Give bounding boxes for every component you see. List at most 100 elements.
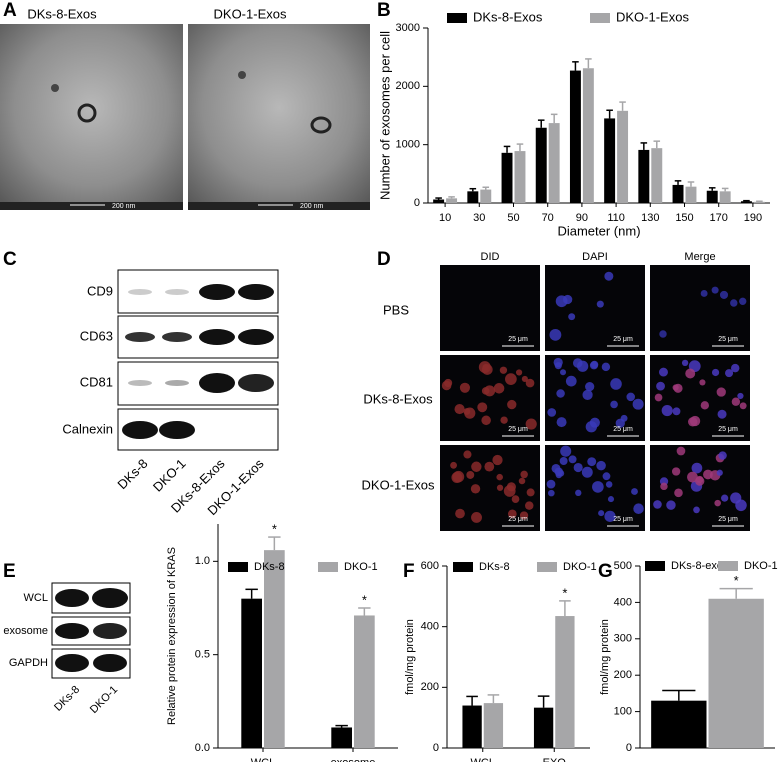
cell [507,509,517,519]
bar [514,151,526,203]
cell [481,387,490,395]
lane-label: DKs-8 [52,684,82,714]
y-axis-title: fmol/mg protein [404,619,416,695]
bar [708,598,764,748]
lane-label: DKO-1 [88,684,120,716]
band [165,289,189,295]
bar [617,110,629,203]
band [238,329,274,345]
bar [685,186,697,203]
cell [693,506,700,514]
cell [672,384,679,391]
cell [730,492,742,504]
cell [676,446,686,456]
cell [631,488,638,495]
cell [731,363,740,373]
y-tick-label: 0 [414,197,420,209]
significance-mark: * [734,573,739,588]
cell [699,379,706,386]
scale-label: 25 μm [613,336,633,343]
cell [737,392,744,400]
panel-label: E [3,561,16,582]
cell [718,451,727,460]
legend-label: DKO-1 [344,561,378,573]
cell [585,382,595,392]
cell [626,392,635,402]
fluorescence-image [440,265,540,351]
x-tick-label: 170 [710,212,728,224]
bar [483,703,504,748]
cell [568,313,576,321]
row-label: PBS [383,302,409,317]
cell [660,482,668,491]
x-tick-label: WCL [251,757,275,762]
significance-mark: * [272,522,277,537]
cell [511,495,520,503]
cell [471,461,482,472]
legend-swatch [590,13,610,23]
scale-label: 200 nm [300,203,324,210]
cell [452,470,465,483]
cell [507,399,517,410]
cell [572,358,583,368]
cell [610,378,622,390]
scale-label: 25 μm [718,336,738,343]
cell [568,455,577,464]
bar [555,616,575,748]
fluorescence-image [545,265,645,351]
column-label: Merge [684,251,715,263]
cell [582,389,593,400]
micrograph [0,24,183,210]
row-label: WCL [24,592,48,604]
bar [535,127,547,203]
band [55,623,89,639]
x-tick-label: 30 [473,212,485,224]
y-axis-title: fmol/mg protein [599,619,611,695]
legend-swatch [718,561,738,571]
cell [548,489,555,497]
y-axis-title: Relative protein expression of KRAS [166,547,178,725]
y-tick-label: 600 [421,560,439,572]
cell [731,397,741,406]
cell [605,481,613,488]
x-tick-label: 90 [576,212,588,224]
cell [721,494,729,502]
scale-label: 25 μm [613,516,633,523]
cell [549,328,562,341]
cell [592,481,604,493]
band [159,421,195,439]
x-tick-label: WCL [471,757,495,762]
cell [730,299,738,307]
legend-label: DKO-1-Exos [616,9,689,24]
row-label: Calnexin [62,421,113,436]
y-tick-label: 0.5 [195,649,210,661]
cell [604,510,616,522]
cell [703,469,713,480]
y-tick-label: 400 [614,596,632,608]
cell [653,500,662,509]
y-tick-label: 100 [614,706,632,718]
micrograph [188,24,370,210]
x-tick-label: 70 [542,212,554,224]
y-tick-label: 500 [614,560,632,572]
bar [706,190,718,203]
band [92,588,128,608]
image-title: DKs-8-Exos [27,6,97,21]
cell [477,402,488,413]
band [128,380,152,386]
bands [122,284,274,439]
cell [506,482,516,492]
cell [559,457,568,465]
cell [671,467,681,476]
cell [687,471,698,483]
vesicle [310,116,332,134]
y-tick-label: 400 [421,621,439,633]
band [199,284,235,300]
band [122,421,158,439]
band [199,373,235,393]
cell [526,488,535,497]
x-tick-label: 190 [744,212,762,224]
cell [719,290,729,299]
cell [573,462,583,473]
x-tick-label: 150 [675,212,693,224]
